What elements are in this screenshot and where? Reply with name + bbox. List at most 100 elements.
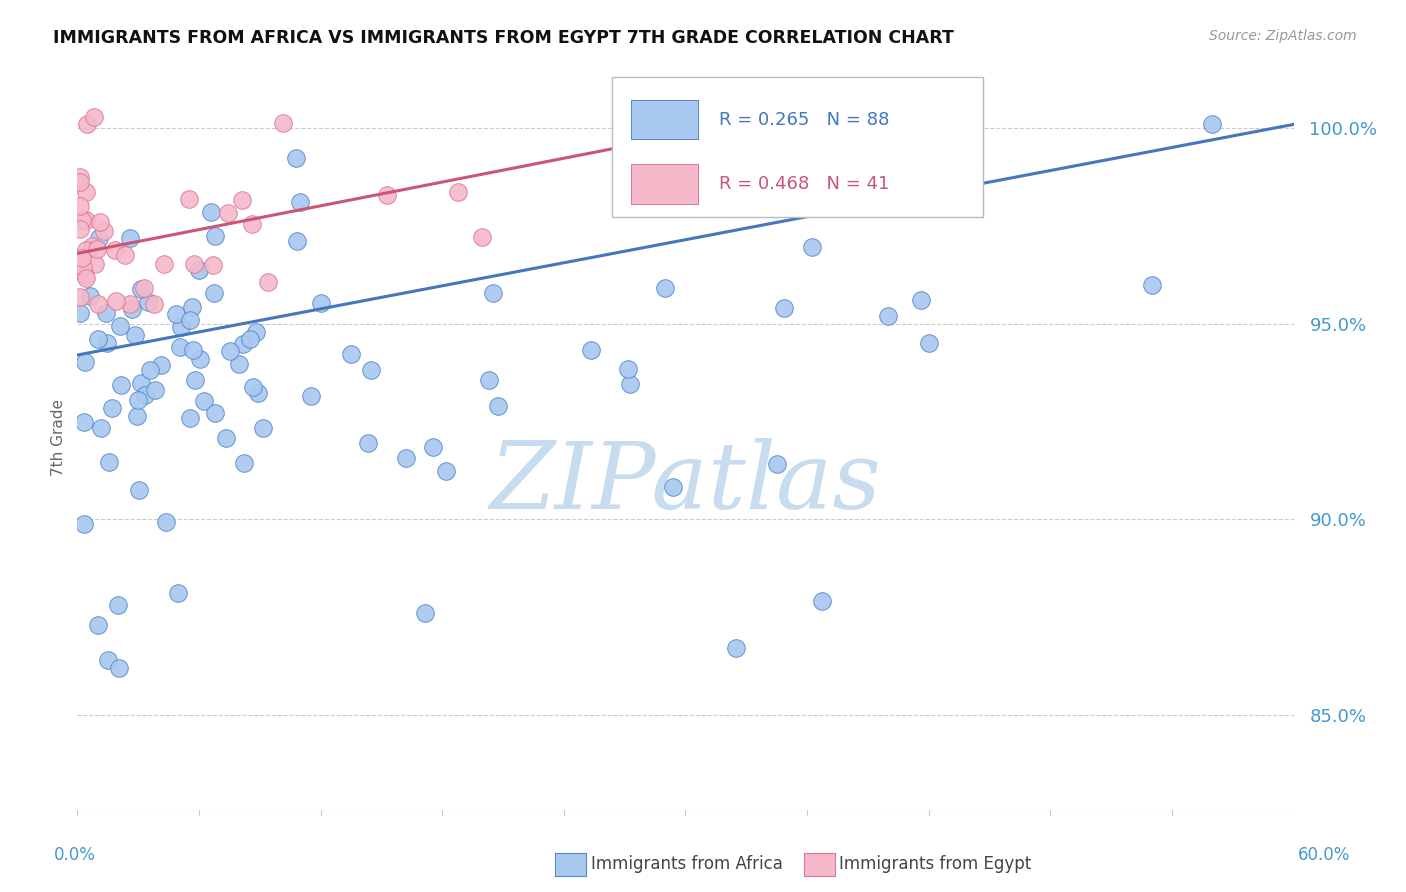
Point bbox=[93, 224, 115, 238]
Point bbox=[97, 653, 120, 667]
Point bbox=[118, 231, 141, 245]
Point bbox=[69, 306, 91, 320]
Bar bbox=[631, 164, 697, 203]
Point bbox=[1140, 277, 1163, 292]
Point bbox=[395, 450, 418, 465]
Point bbox=[129, 376, 152, 390]
Point bbox=[242, 380, 264, 394]
Point bbox=[110, 377, 132, 392]
Point bbox=[69, 199, 91, 213]
Point bbox=[765, 458, 787, 472]
Point bbox=[188, 352, 211, 367]
Point bbox=[139, 363, 162, 377]
Point bbox=[69, 222, 91, 236]
Point bbox=[877, 309, 900, 323]
Point bbox=[169, 340, 191, 354]
Point bbox=[242, 217, 264, 231]
Point bbox=[87, 617, 110, 632]
Point bbox=[215, 431, 238, 445]
Point bbox=[434, 464, 457, 478]
Point bbox=[150, 359, 173, 373]
Point bbox=[86, 243, 108, 257]
Point bbox=[134, 388, 156, 402]
Point bbox=[107, 598, 129, 612]
Point bbox=[129, 282, 152, 296]
Point bbox=[252, 421, 274, 435]
Point bbox=[104, 243, 127, 257]
Point bbox=[800, 240, 823, 254]
Point bbox=[87, 332, 110, 346]
Point bbox=[415, 606, 437, 620]
Point bbox=[127, 392, 149, 407]
Point bbox=[80, 239, 103, 253]
FancyBboxPatch shape bbox=[613, 77, 983, 217]
Point bbox=[143, 383, 166, 397]
Point bbox=[170, 320, 193, 334]
Point bbox=[83, 110, 105, 124]
Point bbox=[193, 394, 215, 409]
Point bbox=[918, 336, 941, 351]
Point bbox=[654, 281, 676, 295]
Point bbox=[142, 297, 165, 311]
Point bbox=[187, 263, 209, 277]
Point bbox=[217, 206, 239, 220]
Point bbox=[239, 332, 262, 346]
Point bbox=[132, 281, 155, 295]
Point bbox=[256, 275, 278, 289]
Point bbox=[136, 295, 159, 310]
Point bbox=[121, 302, 143, 317]
Point bbox=[245, 325, 267, 339]
Point bbox=[179, 410, 201, 425]
Point bbox=[69, 176, 91, 190]
Point bbox=[72, 260, 94, 274]
Point bbox=[69, 289, 91, 303]
Point bbox=[108, 661, 131, 675]
Point bbox=[616, 362, 638, 376]
Point bbox=[153, 257, 176, 271]
Point bbox=[810, 594, 832, 608]
Text: R = 0.265   N = 88: R = 0.265 N = 88 bbox=[720, 111, 890, 128]
Point bbox=[204, 229, 226, 244]
Point bbox=[75, 243, 97, 257]
Text: IMMIGRANTS FROM AFRICA VS IMMIGRANTS FROM EGYPT 7TH GRADE CORRELATION CHART: IMMIGRANTS FROM AFRICA VS IMMIGRANTS FRO… bbox=[53, 29, 955, 46]
Text: ZIPatlas: ZIPatlas bbox=[489, 438, 882, 527]
Point bbox=[360, 363, 382, 377]
Point bbox=[114, 248, 136, 262]
Point bbox=[72, 213, 94, 227]
Point bbox=[90, 420, 112, 434]
Point bbox=[204, 406, 226, 420]
Point bbox=[183, 257, 205, 271]
Point bbox=[910, 293, 932, 308]
Bar bbox=[631, 100, 697, 139]
Point bbox=[232, 336, 254, 351]
Point bbox=[73, 517, 96, 532]
Point bbox=[100, 401, 122, 416]
Point bbox=[118, 297, 141, 311]
Point bbox=[246, 385, 269, 400]
Point bbox=[128, 483, 150, 498]
Point bbox=[478, 373, 501, 387]
Point bbox=[86, 297, 108, 311]
Point bbox=[233, 456, 256, 470]
Point bbox=[73, 268, 96, 283]
Point bbox=[375, 187, 398, 202]
Point bbox=[340, 347, 363, 361]
Point bbox=[73, 355, 96, 369]
Point bbox=[89, 231, 111, 245]
Point bbox=[288, 194, 311, 209]
Point bbox=[104, 293, 127, 308]
Y-axis label: 7th Grade: 7th Grade bbox=[51, 399, 66, 475]
Point bbox=[84, 257, 107, 271]
Point bbox=[76, 117, 98, 131]
Point bbox=[124, 327, 146, 342]
Point bbox=[125, 409, 148, 423]
Point bbox=[486, 399, 509, 413]
Point bbox=[181, 343, 204, 358]
Point bbox=[98, 455, 121, 469]
Point bbox=[200, 205, 222, 219]
Point bbox=[75, 213, 97, 227]
Text: 60.0%: 60.0% bbox=[1298, 846, 1350, 863]
Point bbox=[446, 185, 468, 199]
Point bbox=[644, 186, 666, 201]
Point bbox=[311, 296, 333, 310]
